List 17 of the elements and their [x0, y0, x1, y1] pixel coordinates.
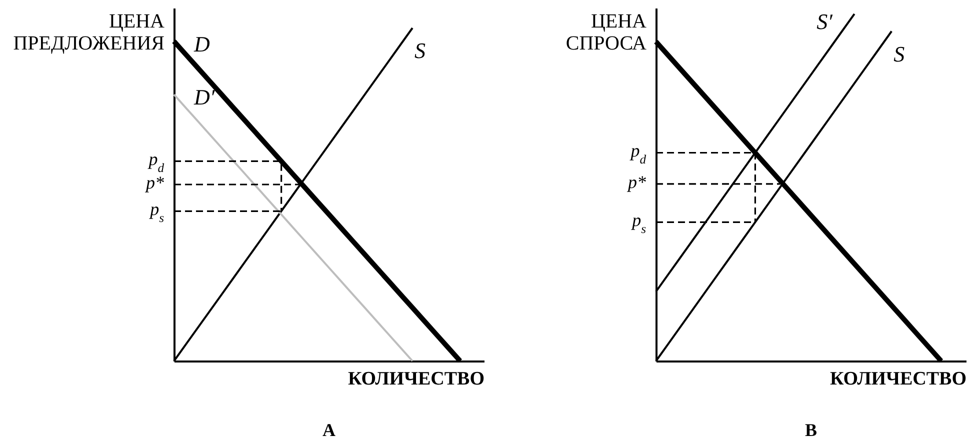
- x-axis-title: КОЛИЧЕСТВО: [348, 368, 484, 390]
- series-label: p$_{s}$: [148, 199, 164, 226]
- series-label: S: [894, 41, 905, 66]
- series-label: p$_{s}$: [630, 210, 646, 236]
- y-axis-title: ЦЕНА ПРЕДЛОЖЕНИЯ: [13, 10, 166, 54]
- series-label: p*: [144, 172, 164, 192]
- text: B: [804, 420, 818, 440]
- series-label: D′: [193, 84, 216, 110]
- series-label: S′: [816, 8, 834, 34]
- x-axis-title: КОЛИЧЕСТВО: [830, 368, 966, 390]
- y-axis-title: ЦЕНА СПРОСА: [566, 10, 648, 54]
- series-label: D: [193, 31, 210, 56]
- series-label: p$_{d}$: [146, 149, 165, 176]
- text: A: [322, 420, 336, 440]
- series-label: p*: [626, 172, 646, 192]
- series-label: S: [414, 38, 426, 63]
- series-label: p$_{d}$: [628, 140, 647, 167]
